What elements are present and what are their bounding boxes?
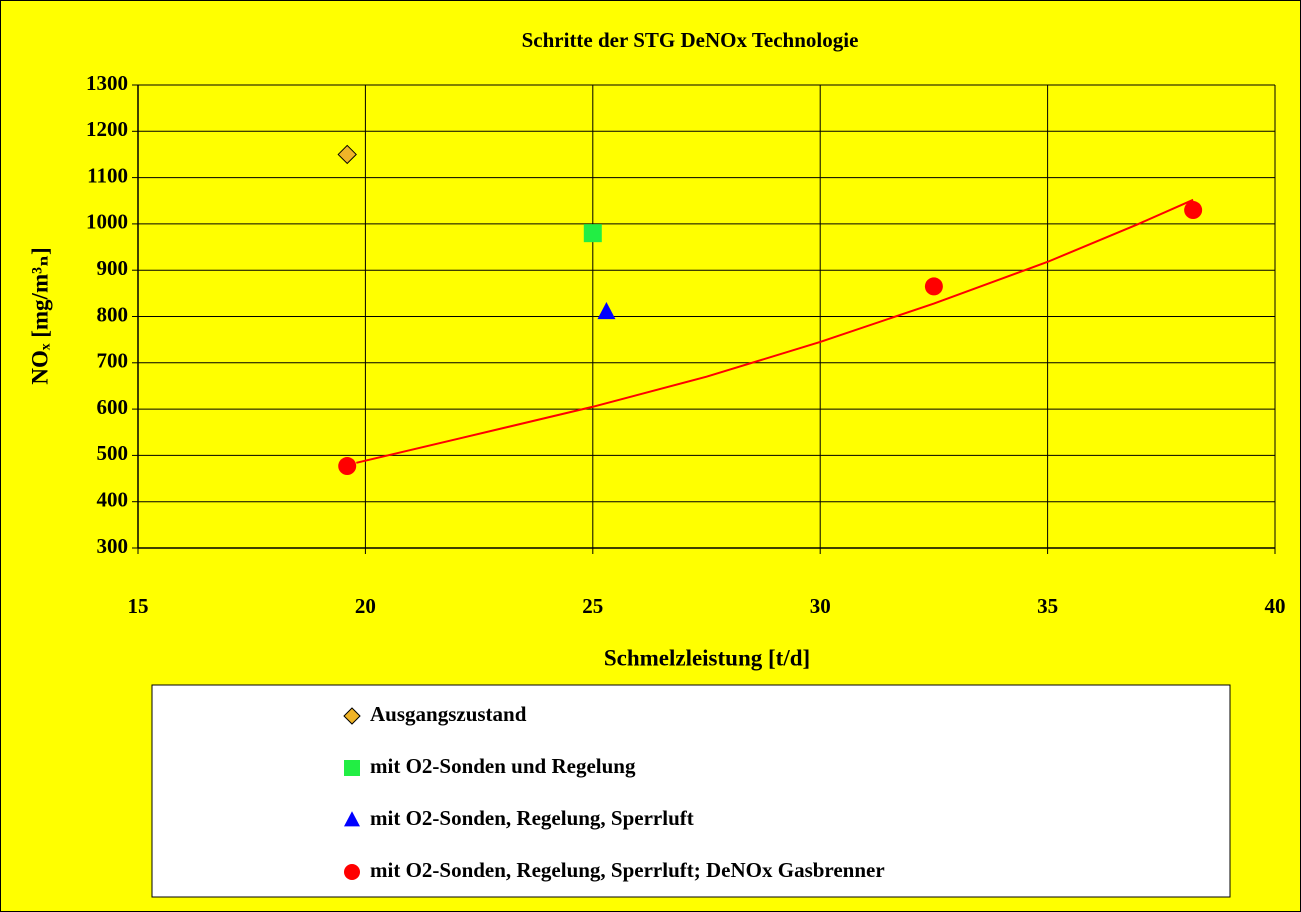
legend-label: Ausgangszustand <box>370 702 527 726</box>
y-tick-label: 1100 <box>87 163 128 187</box>
x-tick-label: 20 <box>355 594 376 618</box>
y-tick-label: 300 <box>97 534 129 558</box>
marker-square <box>344 760 360 776</box>
y-tick-label: 1200 <box>86 117 128 141</box>
x-axis-label: Schmelzleistung [t/d] <box>604 645 810 670</box>
y-tick-label: 800 <box>97 302 129 326</box>
y-tick-label: 700 <box>97 349 129 373</box>
y-tick-label: 1000 <box>86 210 128 234</box>
y-tick-label: 900 <box>97 256 129 280</box>
marker-diamond <box>343 707 361 725</box>
marker-diamond <box>337 144 357 165</box>
x-tick-label: 35 <box>1037 594 1058 618</box>
y-tick-label: 400 <box>97 488 129 512</box>
x-tick-label: 30 <box>810 594 831 618</box>
legend-label: mit O2-Sonden, Regelung, Sperrluft <box>370 806 694 830</box>
marker-circle <box>338 457 357 476</box>
marker-triangle <box>597 301 616 320</box>
trendline <box>356 198 1194 464</box>
y-axis-label: NOₓ [mg/m³ₙ] <box>27 247 52 384</box>
marker-circle <box>344 864 360 880</box>
marker-circle <box>924 277 943 296</box>
marker-square <box>583 224 602 243</box>
marker-triangle <box>344 811 360 827</box>
legend-box <box>151 684 1231 898</box>
legend-label: mit O2-Sonden, Regelung, Sperrluft; DeNO… <box>370 858 885 882</box>
legend-label: mit O2-Sonden und Regelung <box>370 754 636 778</box>
y-tick-label: 1300 <box>86 71 128 95</box>
x-tick-label: 25 <box>582 594 603 618</box>
x-tick-label: 40 <box>1265 594 1286 618</box>
marker-circle <box>1184 201 1203 220</box>
y-tick-label: 500 <box>97 441 129 465</box>
x-tick-label: 15 <box>128 594 149 618</box>
chart-title: Schritte der STG DeNOx Technologie <box>522 28 859 52</box>
y-tick-label: 600 <box>97 395 129 419</box>
